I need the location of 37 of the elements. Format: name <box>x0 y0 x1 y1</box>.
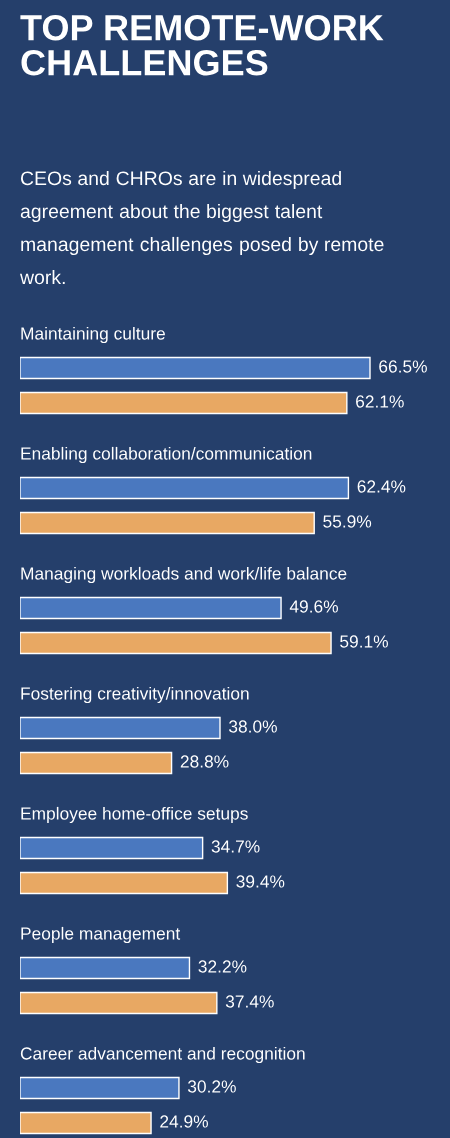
bar <box>20 1076 180 1100</box>
text: CEOs and CHROs are in widespread agreement about the biggest talent management challenges posed by remote work. <box>19 170 384 285</box>
bar <box>20 631 332 655</box>
data-label: 62.4% <box>357 480 406 493</box>
data-label: 59.1% <box>340 635 388 648</box>
y-tick-label: Fostering creativity/innovation <box>21 686 249 704</box>
bar <box>20 596 282 620</box>
y-tick-label: Employee home-office setups <box>21 806 248 824</box>
y-tick-label: People management <box>21 926 181 944</box>
bar <box>20 511 315 535</box>
data-label: 30.2% <box>187 1080 236 1093</box>
bar <box>20 1111 152 1135</box>
y-tick-label: Managing workloads and work/life balance <box>21 566 347 584</box>
data-label: 37.4% <box>225 995 274 1008</box>
data-label: 49.6% <box>289 600 338 613</box>
data-label: 66.5% <box>379 360 427 373</box>
bar <box>20 751 173 775</box>
y-tick-label: Maintaining culture <box>21 326 165 344</box>
data-label: 32.2% <box>198 960 247 973</box>
chart-title: TOP REMOTE-WORK CHALLENGES <box>20 14 384 76</box>
data-label: 28.8% <box>180 755 229 768</box>
bar <box>20 356 371 380</box>
data-label: 24.9% <box>160 1115 208 1128</box>
data-label: 38.0% <box>229 720 277 733</box>
bar <box>20 391 348 415</box>
data-label: 34.7% <box>211 840 260 853</box>
bar <box>20 871 229 895</box>
y-tick-label: Enabling collaboration/communication <box>21 446 312 464</box>
bar <box>20 836 204 860</box>
bar <box>20 476 350 500</box>
data-label: 62.1% <box>356 395 404 408</box>
bar <box>20 956 191 980</box>
data-label: 39.4% <box>236 875 285 888</box>
data-label: 55.9% <box>323 515 372 528</box>
bar <box>20 991 218 1015</box>
bar <box>20 716 221 740</box>
y-tick-label: Career advancement and recognition <box>20 1046 305 1064</box>
